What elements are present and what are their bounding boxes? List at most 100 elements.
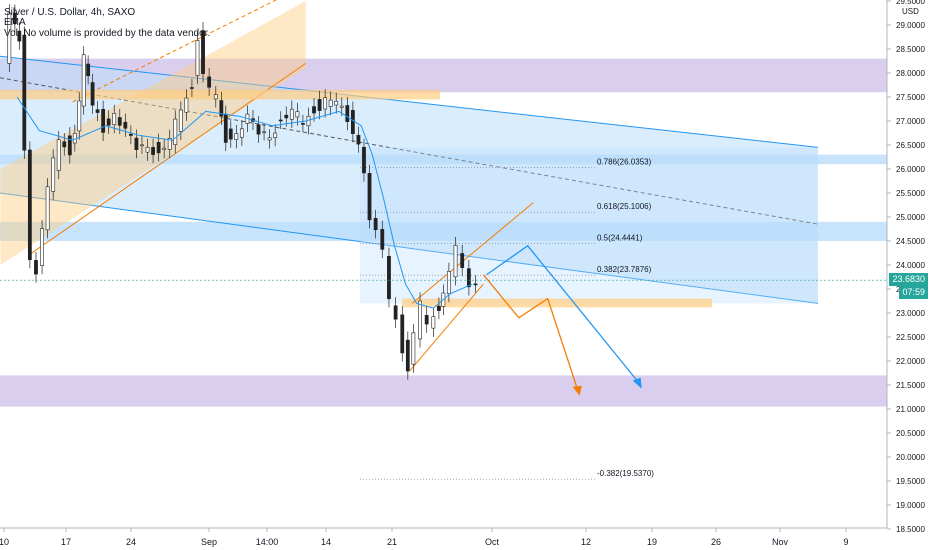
x-tick-label: Oct	[485, 537, 500, 547]
candle-body	[12, 12, 17, 24]
y-tick-label: 20.5000	[896, 429, 925, 438]
candle-body	[86, 63, 91, 77]
candle-body	[34, 260, 38, 275]
small-channel-upper	[411, 202, 534, 304]
candle-body	[362, 146, 366, 174]
candle-body	[72, 133, 77, 144]
y-tick-label: 28.0000	[896, 69, 925, 78]
candle-body	[95, 109, 100, 113]
support-band-orange	[402, 298, 712, 308]
candle-body	[219, 100, 224, 117]
candle-body	[7, 12, 12, 64]
fib-label-0: 0.786(26.0353)	[597, 157, 652, 166]
candle-body	[323, 97, 328, 110]
x-tick-label: 9	[843, 537, 848, 547]
candle-body	[195, 40, 200, 76]
candle-body	[156, 142, 161, 154]
y-tick-label: 24.5000	[896, 237, 925, 246]
candle-body	[140, 144, 144, 147]
candle-body	[418, 300, 422, 340]
projection-orange	[482, 274, 579, 391]
candle-body	[234, 133, 239, 140]
candle-body	[262, 131, 266, 134]
candle-body	[223, 113, 228, 143]
y-tick-label: 21.0000	[896, 405, 925, 414]
countdown-tag: 07:59	[899, 286, 928, 299]
candle-body	[267, 137, 272, 141]
candle-body	[405, 339, 410, 372]
y-tick-label: 20.0000	[896, 453, 925, 462]
y-tick-label: 26.0000	[896, 165, 925, 174]
candle-body	[17, 30, 22, 42]
y-tick-label: 19.5000	[896, 477, 925, 486]
candle-body	[466, 268, 471, 288]
y-tick-label: 19.0000	[896, 501, 925, 510]
y-tick-label: 24.0000	[896, 261, 925, 270]
candle-body	[62, 141, 67, 148]
channel-midline	[0, 77, 819, 225]
channel-upper-line	[0, 55, 819, 148]
y-tick-label: 27.0000	[896, 117, 925, 126]
candle-body	[201, 30, 205, 74]
candle-body	[334, 100, 339, 106]
y-tick-label: 27.5000	[896, 93, 925, 102]
candle-body	[167, 137, 172, 150]
candle-body	[446, 271, 451, 294]
small-channel-lower	[409, 283, 484, 371]
candle-body	[239, 128, 244, 138]
candle-body	[81, 54, 86, 107]
y-tick-label: 21.5000	[896, 381, 925, 390]
candle-body	[380, 229, 385, 250]
y-tick-label: 25.0000	[896, 213, 925, 222]
arrowhead-blue	[632, 377, 642, 389]
x-tick-label: 21	[387, 537, 397, 547]
candle-body	[77, 100, 82, 132]
candle-body	[400, 314, 405, 354]
candle-body	[387, 255, 391, 300]
candle-body	[151, 147, 155, 155]
fibonacci-box	[360, 147, 818, 304]
candle-body	[123, 121, 128, 129]
candle-body	[184, 97, 189, 113]
x-tick-label: Nov	[772, 537, 789, 547]
y-tick-label: 23.0000	[896, 309, 925, 318]
y-tick-label: 25.5000	[896, 189, 925, 198]
current-price-tag: 23.6830	[889, 273, 928, 286]
x-tick-label: 24	[126, 537, 136, 547]
candle-body	[436, 305, 441, 311]
candle-body	[345, 105, 350, 122]
y-tick-label: 26.5000	[896, 141, 925, 150]
rising-channel-fill	[0, 1, 306, 265]
arrowhead-orange	[572, 385, 582, 396]
candle-body	[431, 316, 436, 329]
candle-body	[134, 137, 139, 150]
x-tick-label: 10	[0, 537, 9, 547]
candle-body	[51, 157, 56, 192]
candle-body	[278, 119, 283, 122]
candle-body	[67, 135, 72, 156]
fib-label-4: -0.382(19.5370)	[597, 469, 654, 478]
candle-body	[40, 228, 44, 266]
fib-label-3: 0.382(23.7876)	[597, 265, 652, 274]
ema-line	[16, 96, 473, 309]
candle-body	[328, 99, 333, 107]
volume-note: Vol: No volume is provided by the data v…	[4, 28, 211, 39]
candle-body	[284, 114, 289, 119]
candle-body	[411, 332, 416, 365]
rising-channel-mid	[72, 0, 278, 103]
candle-body	[273, 132, 278, 138]
x-tick-label: 14:00	[256, 537, 279, 547]
candle-body	[473, 283, 478, 286]
x-tick-label: 19	[647, 537, 657, 547]
candle-body	[339, 105, 344, 108]
candle-body	[453, 245, 458, 278]
x-tick-label: 14	[321, 537, 331, 547]
candle-body	[56, 139, 61, 171]
candle-body	[145, 147, 150, 153]
support-zone	[0, 375, 887, 407]
candle-body	[90, 82, 95, 106]
candle-body	[289, 108, 294, 120]
candle-body	[190, 87, 194, 89]
candle-body	[45, 186, 50, 231]
